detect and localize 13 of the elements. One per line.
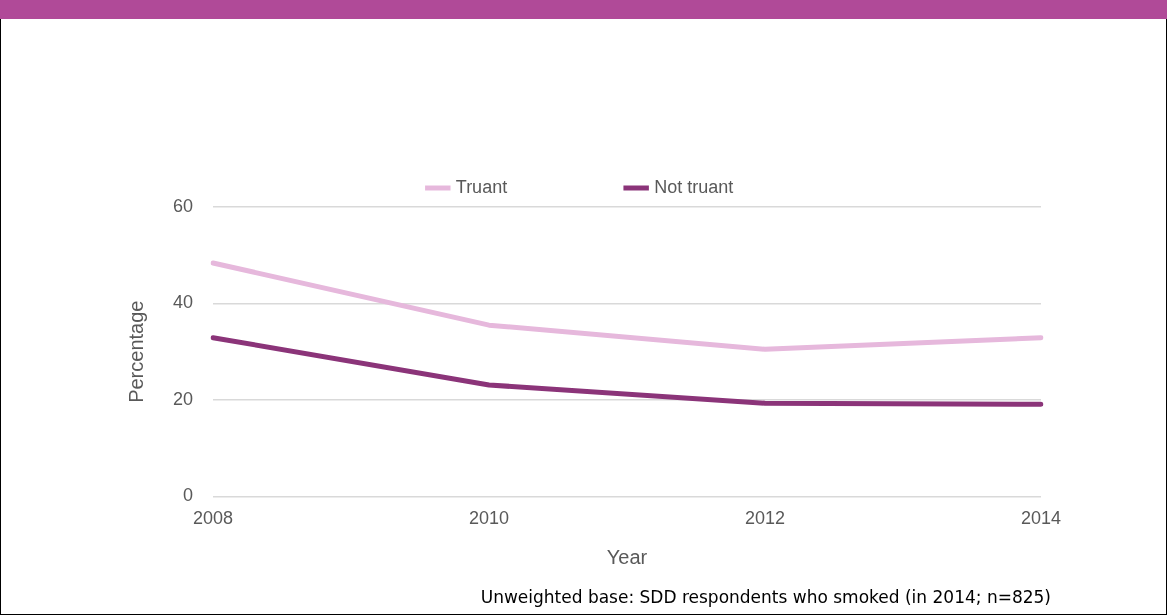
y-axis-title: Percentage [124,300,147,403]
y-tick-label: 40 [172,292,194,313]
x-tick-label: 2012 [744,508,786,529]
x-tick-label: 2014 [1020,508,1062,529]
legend-label: Truant [455,176,508,197]
legend-label: Not truant [654,176,734,197]
x-tick-label: 2010 [468,508,510,529]
y-tick-label: 0 [183,485,194,506]
x-tick-label: 2008 [193,508,234,529]
x-axis-title: Year [606,545,648,568]
text: Unweighted base: SDD respondents who smoked (in 2014; n=825) [480,586,1051,607]
y-tick-label: 60 [172,195,194,216]
y-tick-label: 20 [172,388,194,409]
